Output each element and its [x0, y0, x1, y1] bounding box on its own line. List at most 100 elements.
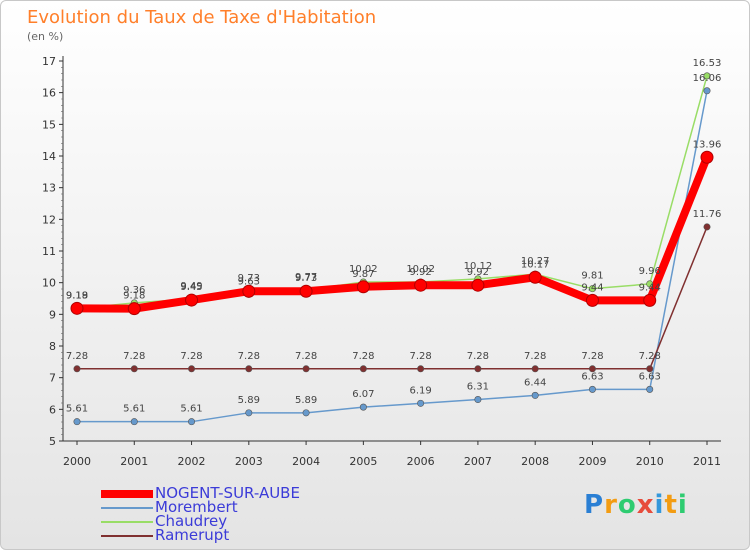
data-point	[703, 223, 711, 231]
data-point	[302, 365, 310, 373]
proxiti-logo: Proxiti	[584, 490, 688, 520]
data-label: 7.28	[524, 351, 546, 362]
data-label: 6.31	[467, 382, 489, 393]
data-label: 9.87	[352, 269, 374, 280]
x-tick-label: 2011	[693, 455, 721, 468]
x-tick-label: 2001	[120, 455, 148, 468]
data-point	[417, 399, 425, 407]
data-point	[242, 284, 256, 298]
logo-letter: r	[604, 490, 618, 520]
data-point	[531, 365, 539, 373]
y-tick-label: 10	[42, 277, 56, 290]
legend-swatch	[101, 535, 153, 537]
legend-item: Morembert	[101, 498, 321, 516]
data-label: 7.28	[295, 351, 317, 362]
data-label: 6.44	[524, 377, 546, 388]
data-point	[588, 365, 596, 373]
legend-label: Ramerupt	[155, 526, 230, 544]
line-chart: 5 6 7 8 9 10 11 12 13 14 15 16 17 2000 2001 2002 2003 200…	[42, 55, 722, 468]
data-point	[359, 365, 367, 373]
y-tick-label: 9	[49, 308, 56, 321]
data-label: 9.81	[581, 271, 603, 282]
data-point	[414, 278, 428, 292]
data-point	[188, 418, 196, 426]
data-label: 10.12	[464, 261, 493, 272]
data-label: 10.17	[521, 259, 550, 270]
data-point	[417, 365, 425, 373]
data-point	[130, 365, 138, 373]
data-label: 9.18	[123, 291, 145, 302]
data-point	[185, 293, 199, 307]
data-label: 7.28	[238, 351, 260, 362]
data-point	[531, 391, 539, 399]
data-label: 9.77	[295, 272, 317, 283]
data-point	[700, 150, 714, 164]
series-line-morembert	[76, 90, 708, 423]
data-point	[299, 284, 313, 298]
data-point	[188, 365, 196, 373]
legend-swatch	[101, 521, 153, 523]
data-label: 9.49	[180, 281, 202, 292]
data-point	[73, 365, 81, 373]
data-label: 9.63	[238, 276, 260, 287]
data-point	[528, 270, 542, 284]
data-point	[474, 396, 482, 404]
data-point	[359, 403, 367, 411]
data-label: 11.76	[693, 209, 722, 220]
y-tick-label: 13	[42, 182, 56, 195]
data-point	[127, 302, 141, 316]
data-label: 10.02	[349, 264, 378, 275]
legend-label: Morembert	[155, 498, 238, 516]
series-line-chaudrey	[76, 75, 708, 310]
logo-letter: i	[677, 490, 688, 520]
data-label: 9.45	[180, 282, 202, 293]
x-tick-label: 2010	[636, 455, 664, 468]
series-line-nogent-sur-aube	[73, 153, 711, 313]
data-label: 9.92	[467, 267, 489, 278]
x-tick-label: 2004	[292, 455, 320, 468]
data-label: 7.28	[66, 351, 88, 362]
y-tick-label: 15	[42, 118, 56, 131]
x-tick-label: 2009	[578, 455, 606, 468]
logo-letter: P	[584, 490, 605, 520]
x-tick-label: 2007	[464, 455, 492, 468]
data-point	[643, 293, 657, 307]
data-label: 9.44	[639, 282, 661, 293]
data-label: 6.63	[581, 371, 603, 382]
data-label: 9.19	[66, 290, 88, 301]
data-label: 7.28	[581, 351, 603, 362]
legend-swatch	[101, 490, 153, 498]
data-label: 9.73	[295, 273, 317, 284]
data-point	[585, 293, 599, 307]
data-label: 10.27	[521, 256, 550, 267]
data-label: 5.61	[123, 404, 145, 415]
data-label: 9.18	[66, 291, 88, 302]
data-label: 6.07	[352, 389, 374, 400]
data-label: 10.02	[406, 264, 435, 275]
data-label: 5.61	[66, 404, 88, 415]
data-label: 9.96	[639, 266, 661, 277]
data-label: 7.28	[352, 351, 374, 362]
data-label: 9.36	[123, 285, 145, 296]
y-tick-label: 16	[42, 87, 56, 100]
chart-legend: NOGENT-SUR-AUBE Morembert Chaudrey Ramerupt	[101, 484, 321, 544]
data-point	[245, 365, 253, 373]
chart-unit: (en %)	[27, 30, 64, 43]
data-point	[646, 385, 654, 393]
data-point	[302, 409, 310, 417]
legend-item: Chaudrey	[101, 512, 321, 530]
logo-letter: t	[664, 490, 678, 520]
data-point	[646, 280, 654, 288]
logo-letter: i	[654, 490, 665, 520]
data-label: 7.28	[467, 351, 489, 362]
legend-item: Ramerupt	[101, 526, 321, 544]
data-point	[471, 278, 485, 292]
data-point	[474, 365, 482, 373]
data-point	[703, 87, 711, 95]
data-point	[70, 301, 84, 315]
data-point	[588, 385, 596, 393]
legend-swatch	[101, 507, 153, 509]
data-point	[588, 285, 596, 293]
data-point	[245, 409, 253, 417]
